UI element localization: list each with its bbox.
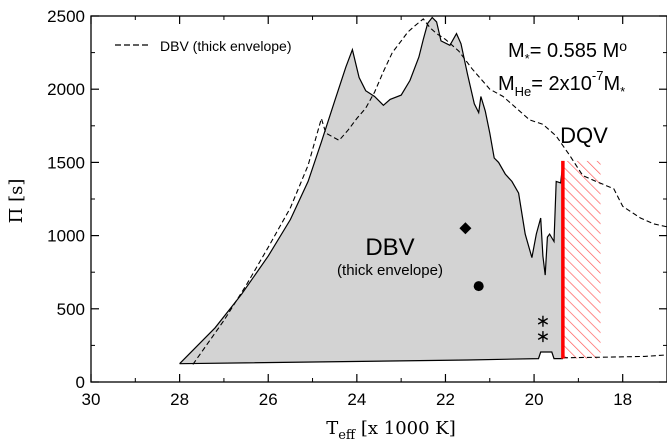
asterisk-marker-2 [537, 315, 549, 327]
dbv-lower-boundary-line [179, 351, 563, 365]
asterisk-marker-3 [537, 331, 549, 343]
y-tick-label: 500 [57, 300, 85, 319]
circle-marker [473, 281, 484, 292]
x-tick-label: 28 [170, 390, 189, 409]
y-tick-label: 1000 [47, 227, 85, 246]
dbv-shaded-region [179, 17, 563, 364]
axes: 30 28 26 24 22 20 18 0 500 1000 1500 2000 2500 [47, 7, 667, 409]
dbv-region-label: DBV [365, 234, 414, 261]
y-tick-label: 1500 [47, 153, 85, 172]
x-tick-label: 24 [347, 390, 366, 409]
dqv-hatched-region [562, 160, 601, 359]
y-tick-label: 0 [76, 373, 85, 392]
x-tick-label: 30 [82, 390, 101, 409]
y-axis-title: Π [s] [6, 179, 27, 224]
mass-annotation: M*= 0.585 Mo [508, 38, 627, 66]
y-tick-label: 2500 [47, 7, 85, 26]
legend: DBV (thick envelope) [115, 38, 292, 54]
dbv-thick-envelope-line [192, 18, 667, 365]
dbv-thick-envelope-lower-line [562, 354, 667, 359]
x-tick-label: 26 [259, 390, 278, 409]
dbv-upper-boundary-line [179, 16, 564, 365]
diamond-marker [459, 222, 472, 235]
x-tick-label: 18 [613, 390, 632, 409]
dqv-region-label: DQV [560, 123, 608, 148]
dbv-region-sublabel: (thick envelope) [337, 262, 443, 279]
helium-annotation: MHe= 2x10-7M* [498, 68, 625, 99]
x-axis-title: Teff [x 1000 K] [326, 418, 456, 442]
x-tick-label: 20 [525, 390, 544, 409]
x-tick-label: 22 [436, 390, 455, 409]
legend-label-dbv: DBV (thick envelope) [160, 38, 292, 54]
y-tick-label: 2000 [47, 80, 85, 99]
plot-area [179, 16, 667, 365]
